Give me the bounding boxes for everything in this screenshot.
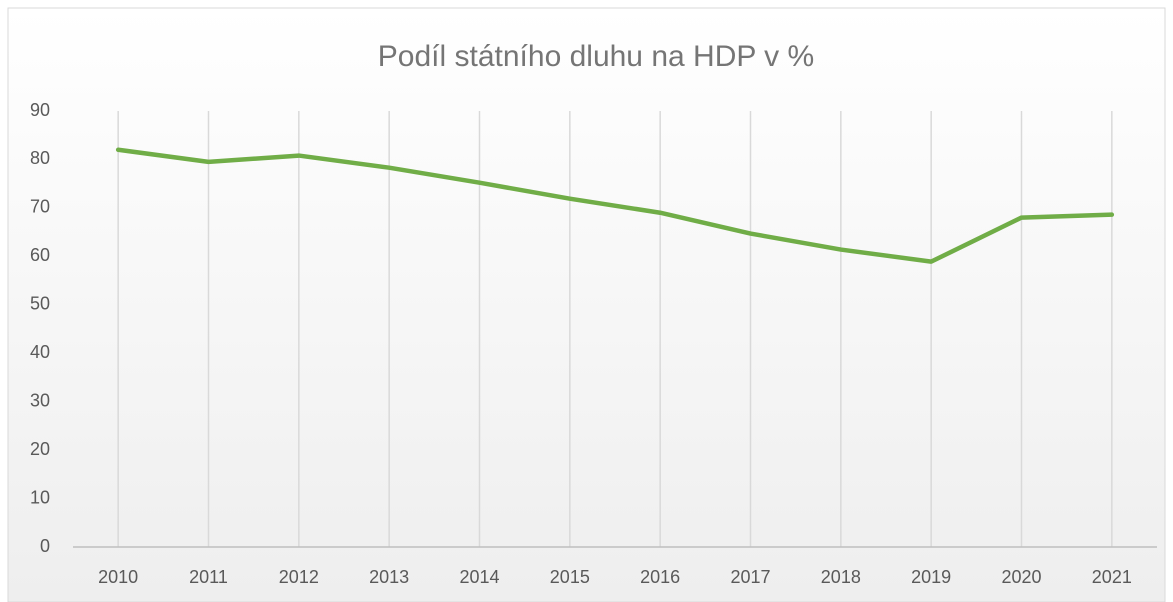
y-tick-label: 80 [30, 148, 50, 168]
x-tick-label: 2021 [1092, 567, 1132, 587]
y-tick-label: 90 [30, 100, 50, 120]
x-tick-label: 2016 [640, 567, 680, 587]
chart-frame [7, 7, 1166, 602]
x-tick-label: 2011 [189, 567, 228, 587]
y-tick-label: 30 [30, 390, 50, 410]
y-tick-label: 20 [30, 439, 50, 459]
x-tick-label: 2013 [369, 567, 409, 587]
y-tick-label: 60 [30, 245, 50, 265]
x-tick-label: 2014 [459, 567, 499, 587]
chart-title: Podíl státního dluhu na HDP v % [378, 40, 814, 73]
y-tick-label: 10 [30, 487, 50, 507]
y-tick-label: 50 [30, 294, 50, 314]
x-tick-label: 2020 [1001, 567, 1041, 587]
y-tick-label: 70 [30, 197, 50, 217]
x-tick-label: 2012 [279, 567, 319, 587]
x-tick-label: 2019 [911, 567, 951, 587]
x-tick-label: 2010 [98, 567, 138, 587]
y-tick-label: 0 [40, 536, 50, 556]
x-tick-label: 2018 [821, 567, 861, 587]
x-tick-label: 2015 [550, 567, 590, 587]
y-tick-label: 40 [30, 342, 50, 362]
data-line [115, 147, 1115, 264]
x-tick-label: 2017 [730, 567, 770, 587]
